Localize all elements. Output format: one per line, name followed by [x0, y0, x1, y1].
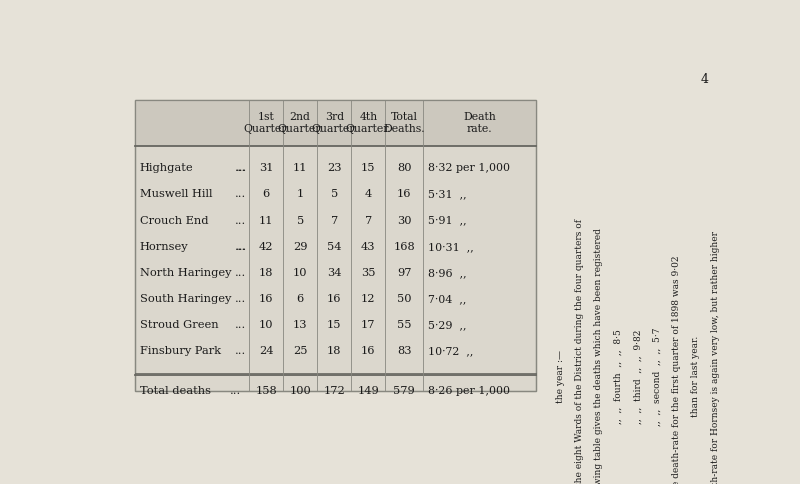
- Text: ...: ...: [235, 189, 246, 199]
- Text: 5: 5: [330, 189, 338, 199]
- Text: ...: ...: [235, 320, 246, 330]
- Bar: [135, 100, 535, 391]
- Text: 16: 16: [397, 189, 411, 199]
- Text: ...: ...: [235, 242, 246, 252]
- Text: 1: 1: [297, 189, 304, 199]
- Text: ,,  ,,  second  ,,  ,,  5·7: ,, ,, second ,, ,, 5·7: [653, 328, 662, 426]
- Text: 17: 17: [361, 320, 375, 330]
- Text: Total
Deaths.: Total Deaths.: [383, 112, 425, 134]
- Text: Muswell Hill: Muswell Hill: [139, 189, 212, 199]
- Text: ...: ...: [235, 163, 246, 173]
- Text: ,,  ,,  fourth  ,,  ,,  8·5: ,, ,, fourth ,, ,, 8·5: [614, 330, 623, 424]
- Text: Hornsey: Hornsey: [139, 242, 188, 252]
- Text: 5·31  ,,: 5·31 ,,: [428, 189, 466, 199]
- Text: 23: 23: [327, 163, 342, 173]
- Text: Highgate: Highgate: [139, 163, 193, 173]
- Text: 16: 16: [259, 294, 274, 304]
- Text: 4: 4: [365, 189, 372, 199]
- Text: The death-rate for the first quarter of 1898 was 9·02: The death-rate for the first quarter of …: [672, 256, 681, 484]
- Text: 2nd
Quarter.: 2nd Quarter.: [278, 112, 323, 134]
- Text: 5·91  ,,: 5·91 ,,: [428, 215, 466, 226]
- Text: 83: 83: [397, 347, 411, 356]
- Text: Death
rate.: Death rate.: [463, 112, 496, 134]
- Text: 7·04  ,,: 7·04 ,,: [428, 294, 466, 304]
- Text: Finsbury Park: Finsbury Park: [139, 347, 221, 356]
- Text: ...: ...: [230, 387, 242, 396]
- Text: in each of the eight Wards of the District during the four quarters of: in each of the eight Wards of the Distri…: [575, 219, 584, 484]
- Text: 4th
Quarter.: 4th Quarter.: [346, 112, 391, 134]
- Text: 16: 16: [327, 294, 342, 304]
- Text: ...: ...: [235, 268, 246, 278]
- Text: 18: 18: [327, 347, 342, 356]
- Bar: [135, 100, 535, 146]
- Text: 172: 172: [323, 387, 345, 396]
- Text: ...: ...: [235, 242, 246, 252]
- Text: 29: 29: [293, 242, 307, 252]
- Text: 30: 30: [397, 215, 411, 226]
- Text: Stroud Green: Stroud Green: [139, 320, 218, 330]
- Text: 10·72  ,,: 10·72 ,,: [428, 347, 474, 356]
- Text: Crouch End: Crouch End: [139, 215, 208, 226]
- Text: The death-rate for Hornsey is again very low, but rather higher: The death-rate for Hornsey is again very…: [710, 231, 720, 484]
- Text: 10: 10: [293, 268, 307, 278]
- Text: 168: 168: [394, 242, 415, 252]
- Text: 55: 55: [397, 320, 411, 330]
- Text: 10: 10: [259, 320, 274, 330]
- Text: 97: 97: [397, 268, 411, 278]
- Text: 35: 35: [361, 268, 375, 278]
- Text: 100: 100: [290, 387, 311, 396]
- Text: ...: ...: [235, 294, 246, 304]
- Text: than for last year.: than for last year.: [691, 336, 700, 418]
- Text: North Haringey: North Haringey: [139, 268, 231, 278]
- Text: 3rd
Quarter.: 3rd Quarter.: [311, 112, 357, 134]
- Text: 8·96  ,,: 8·96 ,,: [428, 268, 466, 278]
- Text: ,,  ,,  third  ,,  ,,  9·82: ,, ,, third ,, ,, 9·82: [634, 330, 642, 424]
- Text: 149: 149: [358, 387, 379, 396]
- Text: 13: 13: [293, 320, 307, 330]
- Text: 579: 579: [394, 387, 415, 396]
- Text: 5: 5: [297, 215, 304, 226]
- Text: ...: ...: [235, 347, 246, 356]
- Text: 8·26 per 1,000: 8·26 per 1,000: [428, 387, 510, 396]
- Text: The following table gives the deaths which have been registered: The following table gives the deaths whi…: [594, 228, 603, 484]
- Text: 34: 34: [327, 268, 342, 278]
- Text: Total deaths: Total deaths: [139, 387, 210, 396]
- Text: 31: 31: [259, 163, 274, 173]
- Text: 8·32 per 1,000: 8·32 per 1,000: [428, 163, 510, 173]
- Text: 7: 7: [365, 215, 372, 226]
- Text: ...: ...: [235, 163, 246, 173]
- Text: 18: 18: [259, 268, 274, 278]
- Text: 50: 50: [397, 294, 411, 304]
- Text: 158: 158: [255, 387, 277, 396]
- Text: 4: 4: [701, 73, 709, 86]
- Text: 12: 12: [361, 294, 375, 304]
- Text: 11: 11: [259, 215, 274, 226]
- Text: 54: 54: [327, 242, 342, 252]
- Text: 43: 43: [361, 242, 375, 252]
- Text: ...: ...: [235, 215, 246, 226]
- Text: 42: 42: [259, 242, 274, 252]
- Text: 80: 80: [397, 163, 411, 173]
- Text: South Haringey: South Haringey: [139, 294, 231, 304]
- Text: 7: 7: [330, 215, 338, 226]
- Text: 5·29  ,,: 5·29 ,,: [428, 320, 466, 330]
- Text: 6: 6: [297, 294, 304, 304]
- Text: 10·31  ,,: 10·31 ,,: [428, 242, 474, 252]
- Text: 24: 24: [259, 347, 274, 356]
- Text: 25: 25: [293, 347, 307, 356]
- Text: 15: 15: [327, 320, 342, 330]
- Text: 16: 16: [361, 347, 375, 356]
- Text: 1st
Quarter.: 1st Quarter.: [243, 112, 289, 134]
- Bar: [135, 100, 535, 391]
- Text: 15: 15: [361, 163, 375, 173]
- Text: 6: 6: [262, 189, 270, 199]
- Text: 11: 11: [293, 163, 307, 173]
- Text: the year :—: the year :—: [556, 350, 565, 403]
